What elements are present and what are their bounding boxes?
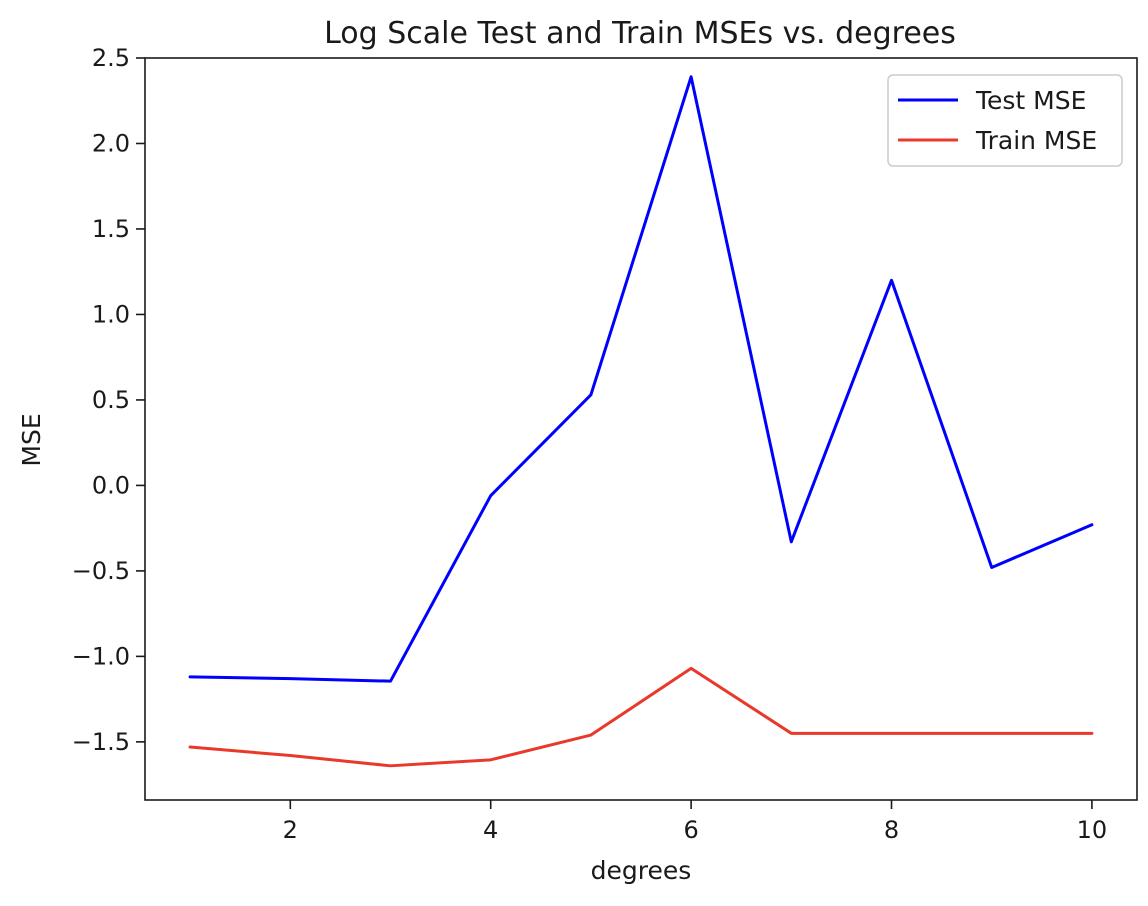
axes-frame bbox=[144, 57, 1138, 801]
y-axis-label: MSE bbox=[17, 413, 46, 466]
y-tick-label: −1.5 bbox=[72, 728, 130, 756]
plot-area bbox=[188, 75, 1094, 768]
series-line-train-mse bbox=[188, 666, 1094, 768]
y-tick-label: −1.0 bbox=[72, 642, 130, 670]
x-tick-label: 6 bbox=[683, 816, 698, 844]
axis-ticks: 2 4 6 8 10 2.5 2.0 1.5 1.0 0.5 0.0 −0.5 −1.0 −1.5 bbox=[72, 44, 1107, 844]
y-tick-label: 0.0 bbox=[92, 471, 130, 499]
legend-label: Test MSE bbox=[975, 86, 1086, 115]
y-tick-label: 0.5 bbox=[92, 386, 130, 414]
x-tick-label: 10 bbox=[1077, 816, 1108, 844]
y-tick-label: −0.5 bbox=[72, 557, 130, 585]
x-axis-label: degrees bbox=[591, 856, 692, 885]
y-tick-label: 1.0 bbox=[92, 300, 130, 328]
legend-box bbox=[887, 74, 1123, 167]
series-line-test-mse bbox=[188, 75, 1094, 683]
chart-title: Log Scale Test and Train MSEs vs. degree… bbox=[324, 16, 956, 51]
y-tick-label: 2.5 bbox=[92, 44, 130, 72]
y-tick-label: 1.5 bbox=[92, 215, 130, 243]
x-tick-label: 4 bbox=[483, 816, 498, 844]
x-tick-label: 2 bbox=[283, 816, 298, 844]
legend-label: Train MSE bbox=[975, 126, 1097, 155]
y-tick-label: 2.0 bbox=[92, 129, 130, 157]
x-tick-label: 8 bbox=[884, 816, 899, 844]
legend: Test MSE Train MSE bbox=[887, 74, 1123, 167]
